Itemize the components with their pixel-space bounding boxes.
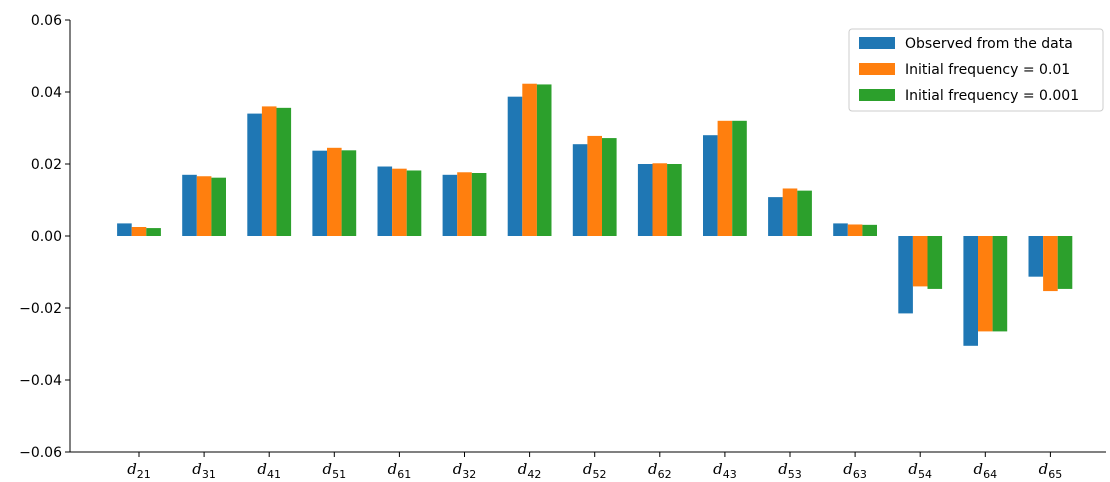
bar-2-12 bbox=[847, 224, 863, 236]
bar-3-3 bbox=[276, 107, 292, 236]
bar-2-3 bbox=[261, 106, 277, 237]
y-tick-label: −0.06 bbox=[19, 445, 62, 461]
x-tick-label: d53 bbox=[778, 460, 802, 481]
x-axis-ticks: d21 d31 d41 d51 d61 d32 d42 d52 d62 d43 d53 d63 d54 d… bbox=[127, 452, 1062, 481]
bar-3-15 bbox=[1057, 236, 1073, 289]
bars-layer bbox=[117, 83, 1073, 346]
bar-1-4 bbox=[312, 150, 327, 236]
x-tick-label: d61 bbox=[388, 460, 412, 481]
legend-swatch-1 bbox=[859, 37, 895, 49]
legend-swatch-2 bbox=[859, 63, 895, 75]
x-tick-label: d21 bbox=[127, 460, 151, 481]
bar-3-1 bbox=[146, 228, 161, 236]
bar-1-1 bbox=[117, 223, 132, 236]
bar-1-8 bbox=[572, 144, 588, 236]
y-tick-label: 0.02 bbox=[31, 157, 62, 173]
x-tick-label: d43 bbox=[713, 460, 737, 481]
bar-3-4 bbox=[341, 150, 357, 236]
x-tick-label: d31 bbox=[192, 460, 216, 481]
bar-1-14 bbox=[963, 236, 978, 346]
y-tick-label: 0.00 bbox=[31, 229, 62, 245]
bar-3-2 bbox=[211, 177, 226, 236]
bar-1-11 bbox=[768, 197, 783, 236]
bar-2-14 bbox=[978, 236, 993, 332]
x-tick-label: d32 bbox=[453, 460, 477, 481]
bar-2-8 bbox=[587, 135, 602, 236]
bar-3-8 bbox=[602, 138, 617, 236]
bar-1-9 bbox=[637, 164, 653, 236]
bar-2-10 bbox=[717, 120, 733, 236]
bar-3-13 bbox=[927, 236, 943, 289]
bar-2-9 bbox=[652, 163, 668, 236]
bar-3-12 bbox=[862, 224, 877, 236]
legend: Observed from the data Initial frequency … bbox=[848, 28, 1104, 112]
x-tick-label: d54 bbox=[908, 460, 932, 481]
legend-label-3: Initial frequency = 0.001 bbox=[905, 88, 1079, 104]
bar-3-10 bbox=[732, 120, 747, 236]
bar-2-11 bbox=[782, 188, 798, 236]
y-tick-label: −0.04 bbox=[19, 373, 62, 389]
bar-2-13 bbox=[912, 236, 928, 287]
bar-1-7 bbox=[507, 96, 523, 237]
legend-swatch-3 bbox=[859, 89, 895, 101]
bar-3-14 bbox=[992, 236, 1008, 332]
bar-3-6 bbox=[471, 173, 487, 236]
bar-3-11 bbox=[797, 190, 812, 236]
bar-2-7 bbox=[522, 83, 537, 236]
bar-1-2 bbox=[182, 174, 197, 236]
bar-3-7 bbox=[536, 84, 552, 236]
bar-1-5 bbox=[377, 166, 393, 236]
bar-1-10 bbox=[703, 135, 718, 236]
bar-2-6 bbox=[457, 172, 472, 236]
bar-2-1 bbox=[131, 227, 147, 236]
x-tick-label: d62 bbox=[648, 460, 672, 481]
bar-1-13 bbox=[898, 236, 913, 314]
x-tick-label: d63 bbox=[843, 460, 867, 481]
x-tick-label: d42 bbox=[518, 460, 542, 481]
legend-label-1: Observed from the data bbox=[905, 36, 1073, 52]
bar-2-4 bbox=[327, 147, 342, 236]
x-tick-label: d65 bbox=[1039, 460, 1063, 481]
x-tick-label: d51 bbox=[322, 460, 346, 481]
x-tick-label: d41 bbox=[257, 460, 281, 481]
y-tick-label: −0.02 bbox=[19, 301, 62, 317]
y-axis-ticks: −0.06 −0.04 −0.02 0.00 0.02 0.04 0.06 bbox=[19, 13, 70, 461]
bar-3-9 bbox=[667, 164, 682, 236]
bar-3-5 bbox=[406, 170, 422, 236]
x-tick-label: d64 bbox=[973, 460, 997, 481]
bar-2-15 bbox=[1043, 236, 1058, 292]
bar-2-5 bbox=[392, 168, 407, 236]
bar-1-6 bbox=[442, 174, 458, 236]
bar-1-3 bbox=[247, 113, 262, 236]
y-tick-label: 0.06 bbox=[31, 13, 62, 29]
bar-1-15 bbox=[1028, 236, 1044, 277]
x-tick-label: d52 bbox=[583, 460, 607, 481]
legend-box bbox=[848, 28, 1104, 112]
legend-label-2: Initial frequency = 0.01 bbox=[905, 62, 1070, 78]
y-tick-label: 0.04 bbox=[31, 85, 62, 101]
bar-1-12 bbox=[833, 223, 848, 236]
bar-2-2 bbox=[196, 176, 212, 236]
